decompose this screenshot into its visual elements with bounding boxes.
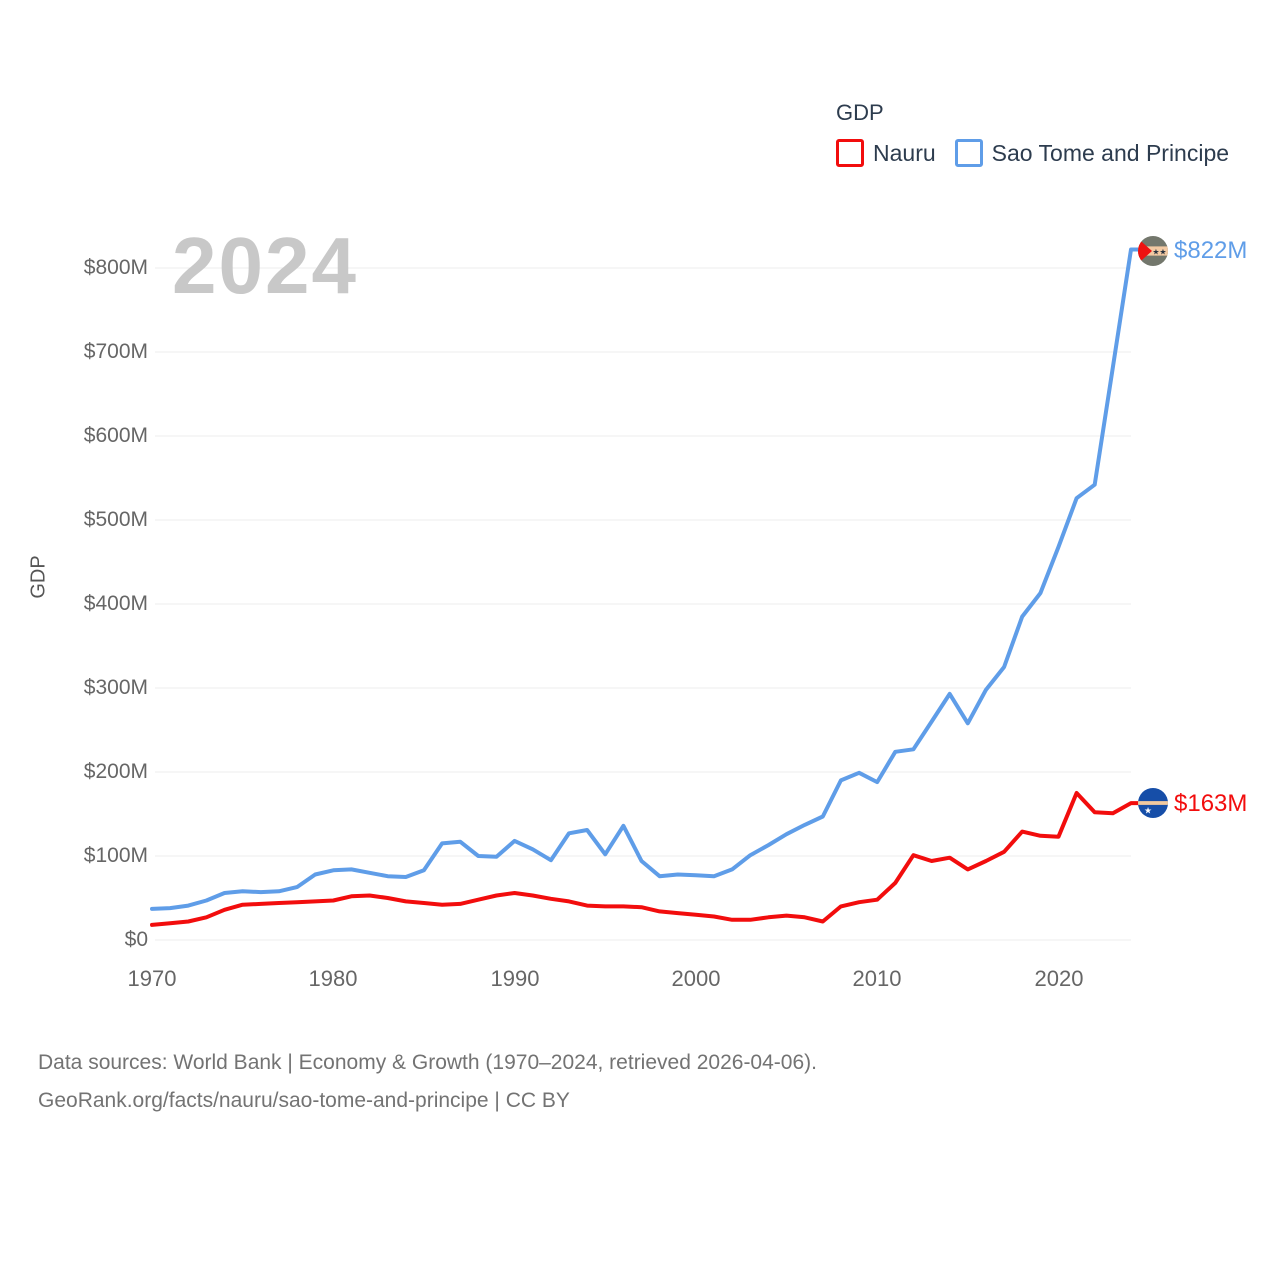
svg-text:★: ★: [1152, 247, 1159, 256]
svg-text:★: ★: [1159, 247, 1166, 256]
legend-item-nauru[interactable]: Nauru: [836, 139, 936, 167]
x-tick-label: 1970: [127, 966, 177, 991]
series-line-sao-tome-and-principe: [150, 247, 1146, 911]
x-tick-label: 2010: [852, 966, 902, 991]
legend-item-sao-tome[interactable]: Sao Tome and Principe: [954, 139, 1230, 167]
sao-tome-flag-icon: ★ ★: [1138, 236, 1168, 266]
svg-text:★: ★: [1144, 806, 1152, 816]
y-tick-label: $200M: [83, 760, 148, 783]
y-tick-label: $400M: [83, 592, 148, 615]
nauru-flag-icon: ★: [1138, 788, 1168, 818]
y-tick-label: $600M: [83, 424, 148, 447]
legend-label: Nauru: [873, 139, 936, 166]
sao-tome-end-value-label: $822M: [1174, 237, 1248, 264]
y-tick-label: $300M: [83, 676, 148, 699]
y-tick-label: $700M: [83, 340, 148, 363]
y-tick-label: $0: [124, 928, 148, 951]
legend-row: Nauru Sao Tome and Principe: [836, 139, 1229, 167]
sao-tome-series-swatch-icon: [954, 139, 983, 167]
x-tick-label: 1990: [490, 966, 540, 991]
watermark-year: 2024: [172, 221, 358, 310]
series-line-nauru: [150, 791, 1146, 927]
y-tick-label: $800M: [83, 256, 148, 279]
nauru-series-swatch-icon: [836, 139, 864, 167]
nauru-end-value-label: $163M: [1174, 790, 1248, 817]
y-tick-label: $500M: [83, 508, 148, 531]
x-tick-label: 1980: [308, 966, 358, 991]
x-tick-label: 2000: [671, 966, 721, 991]
legend-title: GDP: [836, 100, 884, 125]
data-sources-line: Data sources: World Bank | Economy & Gro…: [38, 1051, 817, 1074]
y-tick-label: $100M: [83, 844, 148, 867]
footer: Data sources: World Bank | Economy & Gro…: [38, 1044, 817, 1120]
attribution-line: GeoRank.org/facts/nauru/sao-tome-and-pri…: [38, 1089, 570, 1112]
legend-label: Sao Tome and Principe: [991, 139, 1230, 166]
legend: GDP Nauru Sao Tome and Principe: [836, 100, 1229, 167]
x-tick-label: 2020: [1034, 966, 1084, 991]
